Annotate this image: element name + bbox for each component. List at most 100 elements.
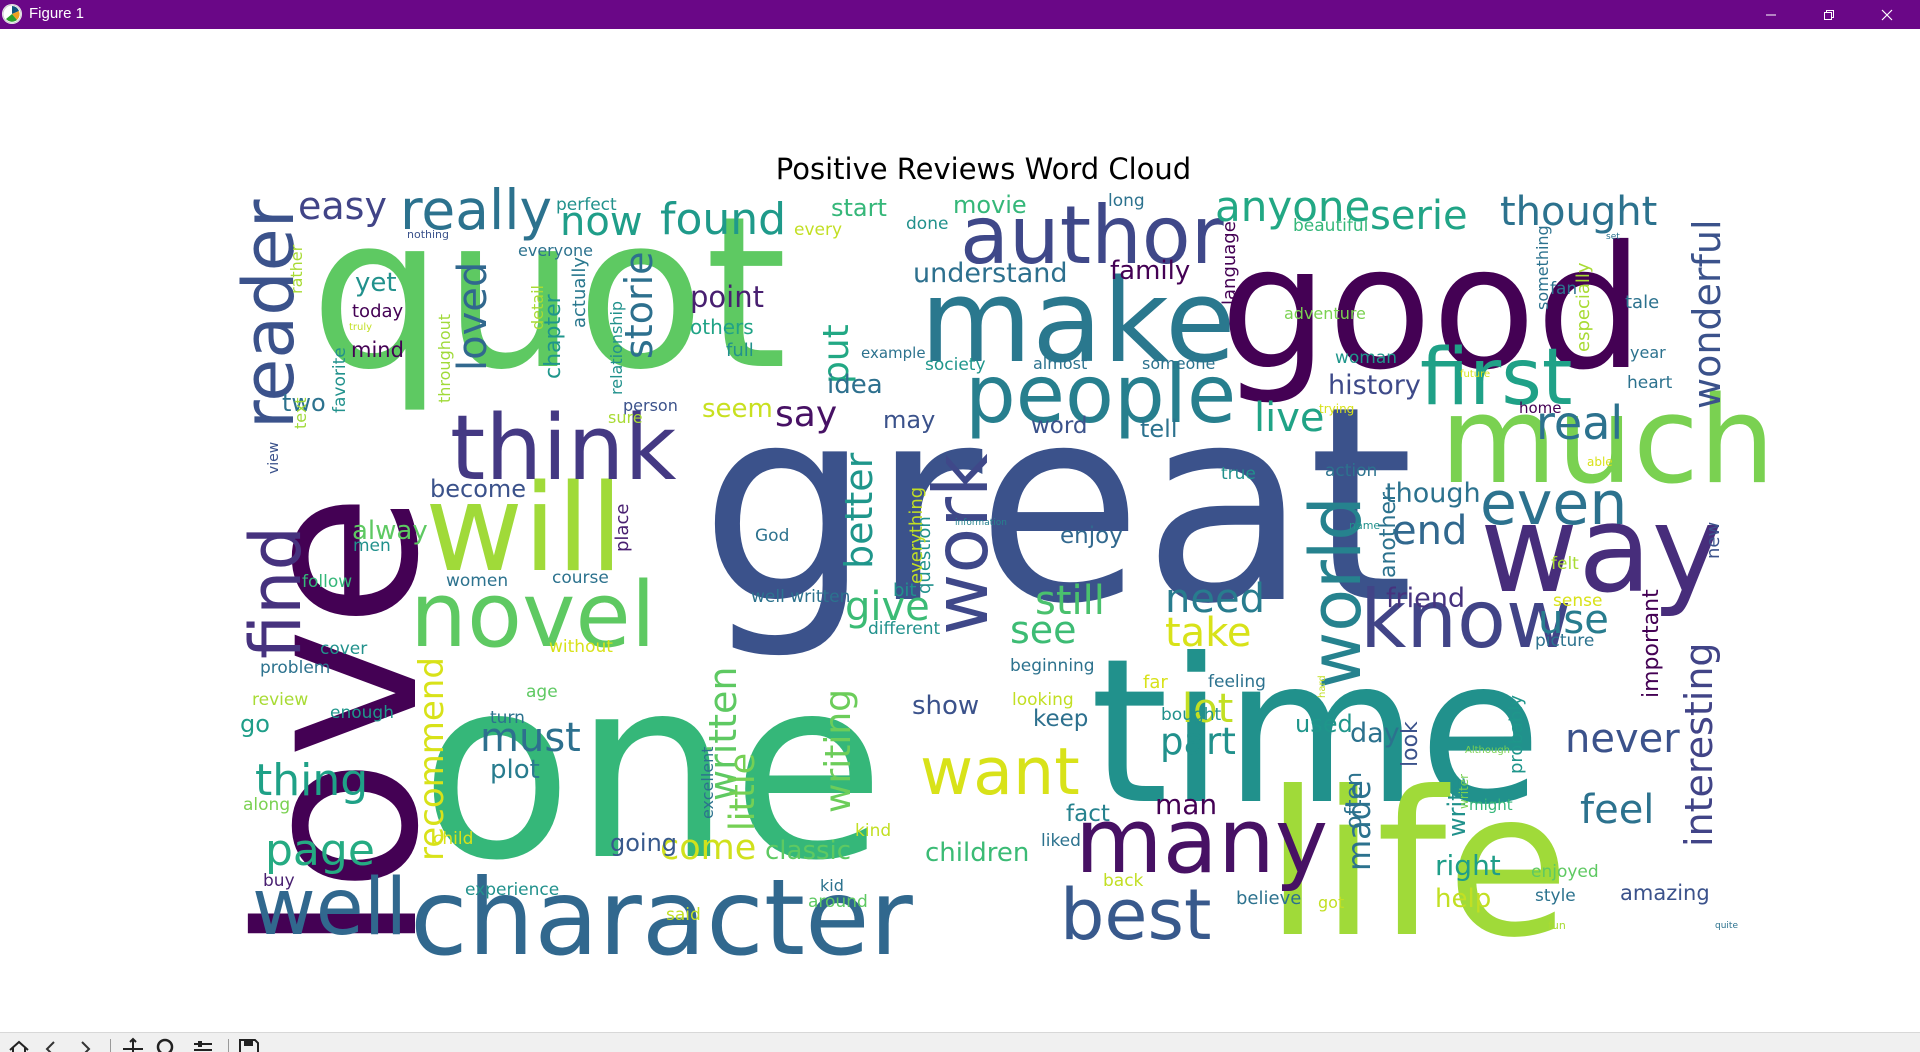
word-tell: tell: [1140, 415, 1178, 443]
word-still: still: [1035, 578, 1105, 624]
back-button[interactable]: [38, 1036, 64, 1052]
minimize-button[interactable]: [1742, 0, 1800, 29]
word-text: text: [291, 397, 310, 429]
word-without: without: [549, 637, 613, 657]
word-go: go: [240, 710, 270, 738]
word-especially: especially: [1573, 262, 1594, 352]
save-icon: [239, 1039, 259, 1052]
word-looking: looking: [1012, 690, 1074, 710]
word-help: help: [1435, 884, 1491, 914]
word-almost: almost: [1033, 354, 1087, 373]
word-god: God: [755, 526, 789, 546]
restore-button[interactable]: [1800, 0, 1858, 29]
word-never: never: [1565, 716, 1680, 762]
word-reader: reader: [228, 199, 310, 429]
word-well-written: well written: [751, 587, 850, 607]
word-thought: thought: [1500, 189, 1657, 235]
word-wonderful: wonderful: [1685, 219, 1729, 409]
word-point: point: [690, 280, 764, 314]
word-actually: actually: [569, 257, 590, 328]
word-say: say: [775, 394, 837, 435]
word-little: little: [723, 753, 763, 831]
word-part: part: [1160, 720, 1236, 763]
word-excellent: excellent: [698, 746, 717, 819]
word-another: another: [1376, 491, 1401, 578]
word-author: author: [960, 189, 1224, 282]
word-nothing: nothing: [407, 228, 449, 241]
word-favorite: favorite: [330, 347, 350, 413]
word-beautiful: beautiful: [1293, 216, 1368, 236]
word-family: family: [1110, 256, 1190, 286]
word-often: often: [1342, 772, 1367, 829]
word-back: back: [1103, 871, 1144, 891]
word-interesting: interesting: [1677, 642, 1721, 847]
word-enjoyed: enjoyed: [1531, 862, 1599, 882]
word-around: around: [808, 892, 868, 912]
word-year: year: [1630, 343, 1666, 362]
home-button[interactable]: [6, 1036, 32, 1052]
forward-button[interactable]: [72, 1036, 98, 1052]
word-picture: picture: [1535, 631, 1594, 651]
forward-icon: [81, 1041, 91, 1052]
word-far: far: [1143, 672, 1168, 693]
window-titlebar: Figure 1: [0, 0, 1920, 29]
word-made: made: [1340, 780, 1378, 871]
word-great: great: [700, 348, 1414, 663]
word-must: must: [480, 715, 581, 761]
word-along: along: [243, 795, 290, 815]
word-others: others: [690, 315, 754, 339]
word-storie: storie: [617, 251, 661, 359]
word-future: future: [1460, 369, 1490, 380]
navigation-toolbar: [0, 1032, 1920, 1052]
word-something: something: [1533, 225, 1552, 310]
word-sure: sure: [608, 408, 643, 427]
configure-subplots-button[interactable]: [190, 1036, 216, 1052]
pan-button[interactable]: [120, 1036, 146, 1052]
word-novel: novel: [410, 563, 656, 668]
restore-icon: [1824, 9, 1834, 20]
word-age: age: [526, 682, 558, 702]
word-word: word: [1031, 413, 1088, 439]
word-fact: fact: [1066, 801, 1110, 827]
word-perfect: perfect: [556, 195, 617, 215]
word-show: show: [912, 691, 979, 721]
word-felt: felt: [1551, 554, 1579, 574]
word-set: set: [1606, 232, 1620, 242]
word-movie: movie: [953, 191, 1027, 219]
word-beginning: beginning: [1010, 656, 1095, 676]
word-home: home: [1519, 399, 1562, 417]
word-though: though: [1385, 478, 1481, 509]
word-everyone: everyone: [518, 241, 593, 260]
word-feel: feel: [1580, 787, 1654, 833]
word-bought: bought: [1161, 705, 1222, 725]
plot-title: Positive Reviews Word Cloud: [775, 152, 1192, 186]
zoom-icon: [156, 1038, 174, 1052]
save-button[interactable]: [236, 1036, 262, 1052]
word-fun: fun: [1548, 919, 1566, 932]
word-amazing: amazing: [1620, 881, 1710, 905]
word-found: found: [660, 194, 786, 245]
zoom-button[interactable]: [154, 1036, 180, 1052]
figure-canvas[interactable]: quot good great one time love life make characte…: [0, 29, 1920, 1032]
close-button[interactable]: [1858, 0, 1916, 29]
word-believe: believe: [1236, 888, 1301, 909]
configure-subplots-icon: [194, 1041, 212, 1051]
word-information: information: [955, 518, 1007, 528]
word-use: use: [1538, 597, 1609, 643]
word-new: new: [1703, 522, 1724, 559]
word-seem: seem: [702, 394, 773, 424]
word-many: many: [1075, 789, 1328, 894]
word-different: different: [868, 619, 941, 639]
word-hard: hard: [1317, 675, 1328, 698]
word-cover: cover: [320, 639, 367, 659]
word-want: want: [920, 735, 1080, 810]
word-kind: kind: [855, 821, 891, 841]
word-loved: loved: [450, 262, 496, 371]
word-throughout: throughout: [435, 314, 454, 403]
word-name: name: [1349, 519, 1380, 532]
word-question: question: [914, 516, 935, 594]
word-trying: trying: [1319, 402, 1354, 416]
word-plot: plot: [490, 755, 540, 785]
word-good: good: [1220, 210, 1644, 408]
word-relationship: relationship: [607, 301, 626, 395]
